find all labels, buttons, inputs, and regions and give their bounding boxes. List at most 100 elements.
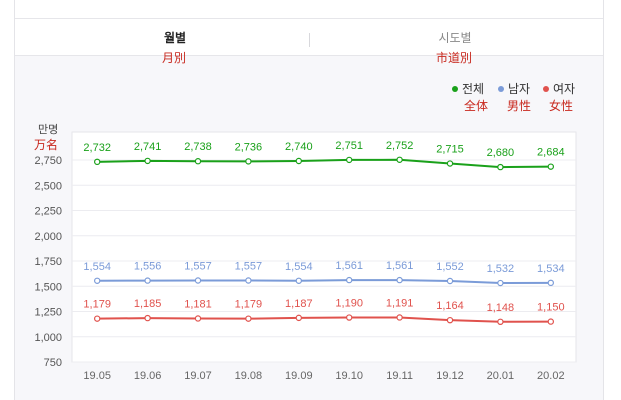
tab-region[interactable]: 시도별 [438,31,472,45]
data-point [144,314,151,322]
data-point [194,315,202,322]
data-label: 1,179 [83,299,111,311]
data-label: 1,557 [235,260,263,272]
data-label: 1,181 [184,298,212,310]
legend-male-sub: 男性 [507,99,532,113]
data-point [93,158,101,166]
legend-female-dot [543,85,549,92]
legend-male-label: 남자 [508,82,531,96]
data-label: 2,740 [285,141,313,153]
data-label: 1,191 [386,297,414,309]
tab-divider [309,33,310,47]
y-tick-label: 2,500 [34,180,62,192]
series-line [97,279,551,285]
unit-label: 만명 [38,124,59,136]
legend-total-label: 전체 [462,82,485,96]
data-label: 1,554 [285,261,313,273]
data-label: 1,150 [537,302,565,314]
data-point [93,277,101,284]
legend-female-sub: 女性 [549,99,574,113]
data-label: 2,751 [335,140,363,152]
data-point [547,163,555,170]
data-label: 2,738 [184,141,212,153]
data-point [346,156,353,164]
legend-male-dot [498,85,504,92]
data-point [295,277,302,284]
data-label: 1,554 [83,261,111,273]
data-label: 1,190 [335,298,363,310]
data-label: 2,732 [83,142,111,154]
y-tick-label: 1,000 [34,332,62,344]
data-point [497,279,504,287]
data-point [194,277,202,284]
data-point [497,163,504,171]
data-point [497,318,504,326]
x-tick-label: 19.08 [235,370,263,382]
data-label: 1,557 [184,260,212,272]
x-tick-label: 19.07 [184,370,212,382]
data-point [93,315,101,322]
data-point [245,315,252,322]
x-tick-label: 19.05 [83,370,111,382]
data-point [346,276,353,284]
data-label: 1,187 [285,298,313,310]
data-point [446,316,454,324]
legend-total-dot [452,85,458,92]
x-tick-label: 20.02 [537,370,565,382]
top-strip [15,0,603,19]
data-point [446,277,454,285]
data-label: 1,148 [487,302,515,314]
data-point [144,157,151,165]
data-label: 1,561 [335,260,363,272]
data-label: 2,715 [436,144,464,156]
legend-female-label: 여자 [553,82,576,96]
legend-total: 전체 [452,80,484,97]
data-point [346,314,353,321]
data-point [245,158,252,165]
data-point [295,157,302,165]
data-point [295,314,302,322]
y-tick-label: 2,000 [34,231,62,243]
plot-area [71,131,577,363]
unit-sub-label: 万名 [34,138,59,152]
tab-monthly-sub: 月別 [161,51,186,65]
data-point [144,277,151,284]
data-label: 1,532 [487,263,515,275]
x-tick-label: 19.11 [386,370,413,382]
data-label: 2,680 [487,147,515,159]
y-tick-label: 2,250 [34,206,62,218]
y-tick-label: 2,750 [34,155,62,167]
series-line [97,316,551,323]
data-point [396,314,403,321]
y-tick-label: 750 [44,357,62,369]
data-label: 1,561 [386,260,414,272]
data-label: 1,552 [436,261,464,273]
legend-male: 남자 [498,80,530,97]
x-tick-label: 20.01 [487,370,515,382]
tab-bar: 월별 시도별 [15,19,603,56]
data-label: 2,741 [134,141,162,153]
tab-monthly[interactable]: 월별 [163,31,187,45]
data-label: 1,164 [436,300,464,312]
series-line [97,158,551,169]
data-point [547,279,555,287]
data-point [245,277,252,284]
x-tick-label: 19.06 [134,370,162,382]
data-label: 2,684 [537,147,565,159]
y-tick-label: 1,500 [34,281,62,293]
data-label: 2,752 [386,140,414,152]
x-tick-label: 19.12 [436,370,464,382]
data-point [396,156,403,163]
data-label: 1,534 [537,263,565,275]
legend-total-sub: 全体 [464,99,489,113]
data-point [446,160,454,167]
data-point [547,318,555,325]
x-tick-label: 19.10 [335,370,363,382]
data-label: 1,185 [134,298,162,310]
data-point [396,276,403,284]
y-tick-label: 1,750 [34,256,62,268]
data-point [194,158,202,165]
y-tick-label: 1,250 [34,307,62,319]
x-tick-label: 19.09 [285,370,313,382]
